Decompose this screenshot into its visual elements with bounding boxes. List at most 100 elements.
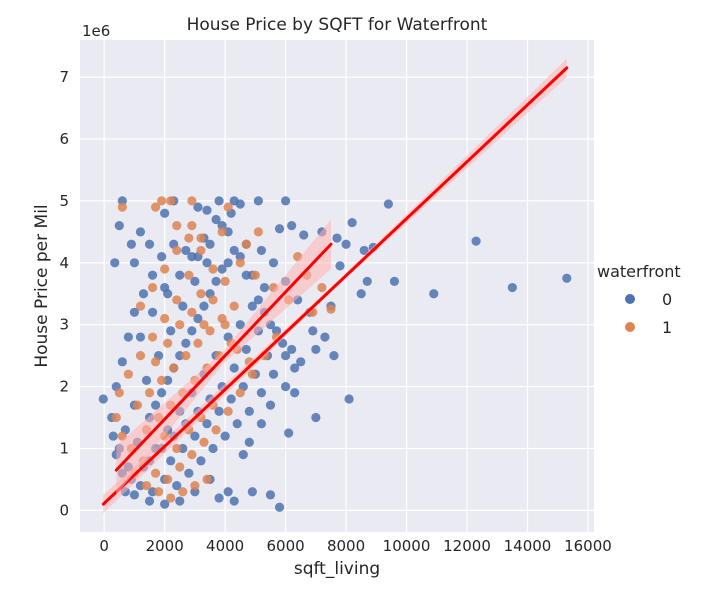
scatter-point (223, 487, 233, 497)
scatter-point (166, 493, 176, 503)
scatter-point (166, 456, 176, 466)
scatter-point (205, 326, 215, 336)
scatter-point (247, 301, 257, 311)
scatter-point (317, 282, 327, 293)
scatter-point (341, 239, 351, 249)
scatter-point (184, 270, 194, 280)
scatter-point (150, 357, 161, 367)
scatter-point (223, 202, 233, 212)
y-offset-label: 1e6 (82, 22, 110, 40)
scatter-point (187, 252, 197, 262)
scatter-point (175, 270, 185, 280)
scatter-point (332, 233, 342, 243)
scatter-point (274, 502, 285, 512)
scatter-point (241, 239, 251, 249)
scatter-point (150, 468, 161, 478)
scatter-point (129, 490, 140, 500)
scatter-point (359, 245, 369, 256)
scatter-point (187, 450, 197, 460)
y-tick-label: 7 (59, 68, 69, 86)
scatter-point (311, 412, 321, 423)
scatter-point (235, 199, 245, 209)
scatter-point (287, 344, 297, 355)
scatter-point (320, 332, 330, 342)
scatter-point (223, 258, 233, 268)
scatter-point (232, 419, 242, 429)
scatter-point (290, 388, 300, 398)
scatter-point (132, 400, 143, 410)
scatter-point (214, 196, 224, 206)
scatter-point (160, 264, 170, 274)
scatter-point (244, 437, 254, 447)
scatter-point (202, 258, 212, 268)
scatter-point (202, 474, 212, 484)
x-tick-label: 14000 (504, 537, 552, 555)
scatter-point (157, 375, 167, 385)
scatter-point (181, 351, 191, 361)
scatter-point (190, 431, 200, 441)
y-tick-label: 4 (59, 254, 69, 272)
scatter-point (220, 276, 230, 286)
scatter-point (123, 332, 133, 342)
scatter-point (175, 496, 185, 506)
scatter-point (229, 245, 239, 256)
scatter-point (308, 326, 318, 336)
scatter-point (241, 344, 251, 355)
scatter-point (199, 320, 209, 330)
x-tick-label: 16000 (564, 537, 612, 555)
scatter-point (144, 496, 155, 506)
scatter-point (214, 406, 224, 416)
scatter-point (190, 480, 200, 491)
scatter-point (229, 301, 239, 311)
x-axis-label: sqft_living (294, 559, 380, 579)
scatter-point (196, 233, 206, 243)
y-tick-labels: 0 1 2 3 4 5 6 7 (59, 68, 69, 519)
scatter-point (150, 400, 161, 410)
y-tick-label: 2 (59, 378, 69, 396)
scatter-point (296, 357, 306, 367)
scatter-point (147, 332, 158, 342)
scatter-point (147, 307, 158, 317)
scatter-point (184, 233, 194, 243)
y-tick-label: 0 (59, 501, 69, 519)
scatter-point (429, 289, 439, 299)
scatter-point (356, 289, 366, 299)
x-tick-label: 0 (99, 537, 109, 555)
scatter-point (217, 264, 227, 274)
scatter-point (347, 217, 357, 228)
scatter-point (299, 230, 309, 240)
scatter-point (362, 276, 372, 286)
scatter-point (160, 499, 170, 509)
scatter-point (157, 196, 167, 206)
scatter-point (229, 496, 239, 506)
scatter-point (135, 227, 146, 237)
scatter-point (562, 273, 572, 283)
x-tick-label: 12000 (443, 537, 491, 555)
scatter-point (138, 289, 149, 299)
scatter-point (126, 239, 136, 249)
scatter-point (172, 480, 182, 491)
scatter-point (199, 301, 209, 311)
scatter-point (259, 282, 270, 293)
scatter-point (181, 338, 191, 348)
scatter-point (175, 462, 185, 472)
scatter-point (117, 202, 127, 212)
scatter-point (172, 221, 182, 231)
scatter-point (281, 196, 291, 206)
scatter-point (311, 344, 321, 355)
scatter-point (281, 381, 291, 392)
x-tick-label: 4000 (206, 537, 244, 555)
legend: waterfront 0 1 (597, 262, 681, 337)
scatter-point (135, 332, 146, 342)
scatter-point (172, 443, 182, 454)
scatter-point (253, 227, 263, 237)
scatter-point (214, 493, 224, 503)
scatter-point (160, 282, 170, 293)
scatter-point (202, 205, 212, 215)
scatter-point (187, 326, 197, 336)
scatter-point (184, 468, 194, 478)
scatter-point (187, 196, 197, 206)
scatter-point (157, 388, 167, 398)
scatter-point (169, 363, 179, 373)
scatter-point (220, 431, 230, 441)
